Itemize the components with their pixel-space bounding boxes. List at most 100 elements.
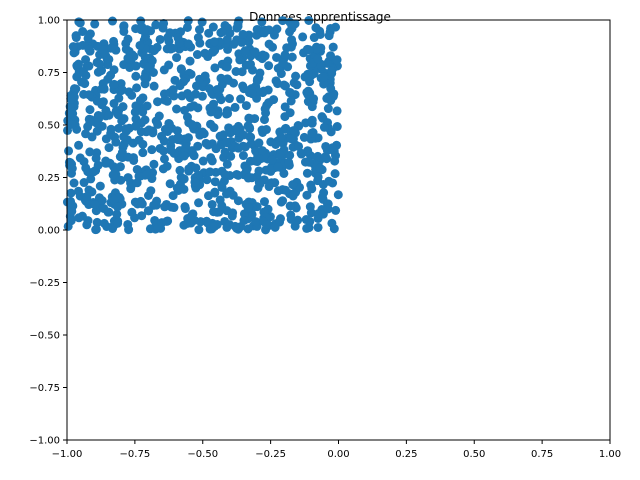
data-point (136, 127, 146, 137)
data-point (285, 201, 295, 211)
data-point (155, 34, 165, 44)
data-point (235, 55, 245, 65)
data-point (112, 209, 122, 219)
data-point (206, 107, 216, 117)
data-point (194, 225, 204, 235)
data-point (211, 144, 221, 154)
data-point (222, 62, 232, 72)
data-point (223, 109, 233, 119)
data-point (153, 119, 163, 129)
data-point (185, 56, 195, 66)
data-point (99, 218, 109, 228)
data-point (276, 132, 286, 142)
data-point (75, 153, 85, 163)
data-point (304, 45, 314, 55)
data-point (260, 104, 270, 114)
data-point (106, 124, 116, 134)
data-point (231, 67, 241, 76)
data-point (288, 126, 298, 136)
y-tick-label: 0.75 (38, 68, 60, 79)
data-point (174, 133, 184, 143)
data-point (278, 196, 288, 206)
data-point (137, 211, 147, 221)
data-point (90, 199, 100, 209)
data-point (286, 42, 296, 52)
data-point (124, 123, 134, 133)
data-point (114, 123, 124, 133)
data-point (260, 51, 270, 61)
data-point (103, 74, 113, 84)
data-point (229, 39, 239, 49)
data-point (81, 163, 91, 173)
data-point (209, 207, 219, 217)
data-point (228, 190, 238, 200)
data-point (320, 152, 330, 162)
data-point (305, 77, 315, 87)
data-point (113, 202, 123, 212)
data-point (83, 122, 93, 132)
data-point (205, 167, 215, 177)
data-point (158, 23, 168, 33)
data-point (264, 61, 274, 71)
data-point (240, 46, 250, 56)
data-point (241, 101, 251, 111)
data-point (169, 203, 179, 213)
data-point (144, 125, 154, 135)
data-point (230, 221, 240, 231)
data-point (172, 104, 182, 114)
data-point (123, 152, 133, 162)
data-point (210, 177, 220, 187)
data-point (175, 81, 185, 91)
data-point (139, 26, 149, 36)
data-point (78, 27, 88, 37)
data-point (236, 94, 246, 104)
data-point (302, 190, 312, 200)
data-point (86, 174, 96, 184)
data-point (227, 211, 237, 221)
data-point (175, 165, 185, 175)
x-tick-label: 0.00 (327, 449, 349, 460)
data-point (226, 151, 236, 161)
data-point (75, 18, 85, 28)
data-point (68, 42, 78, 52)
data-point (264, 182, 274, 192)
data-point (330, 156, 340, 166)
data-point (238, 130, 248, 140)
data-point (91, 225, 101, 235)
data-point (63, 221, 73, 231)
data-points (62, 15, 343, 235)
data-point (257, 17, 267, 27)
data-point (264, 39, 274, 49)
data-point (74, 140, 84, 150)
data-point (238, 29, 248, 39)
data-point (69, 84, 79, 94)
data-point (64, 146, 74, 156)
data-point (155, 143, 165, 153)
data-point (208, 22, 218, 32)
data-point (321, 141, 331, 151)
data-point (273, 186, 283, 196)
data-point (326, 95, 336, 105)
data-point (106, 43, 116, 53)
data-point (174, 38, 184, 48)
data-point (251, 217, 261, 227)
data-point (151, 20, 161, 30)
data-point (278, 16, 288, 26)
data-point (89, 167, 99, 177)
data-point (94, 111, 104, 121)
data-point (85, 105, 95, 115)
x-tick-label: 1.00 (599, 449, 621, 460)
data-point (319, 79, 329, 89)
data-point (186, 102, 196, 112)
data-point (206, 153, 216, 163)
x-axis: −1.00 −0.75 −0.50 −0.25 0.00 0.25 0.50 0.75 1.00 (52, 440, 621, 460)
data-point (159, 154, 169, 164)
data-point (191, 163, 201, 173)
data-point (198, 156, 208, 166)
y-tick-label: −0.50 (29, 331, 60, 342)
data-point (224, 94, 234, 104)
data-point (254, 138, 264, 148)
data-point (97, 100, 107, 110)
data-point (85, 147, 95, 157)
data-point (278, 58, 288, 68)
